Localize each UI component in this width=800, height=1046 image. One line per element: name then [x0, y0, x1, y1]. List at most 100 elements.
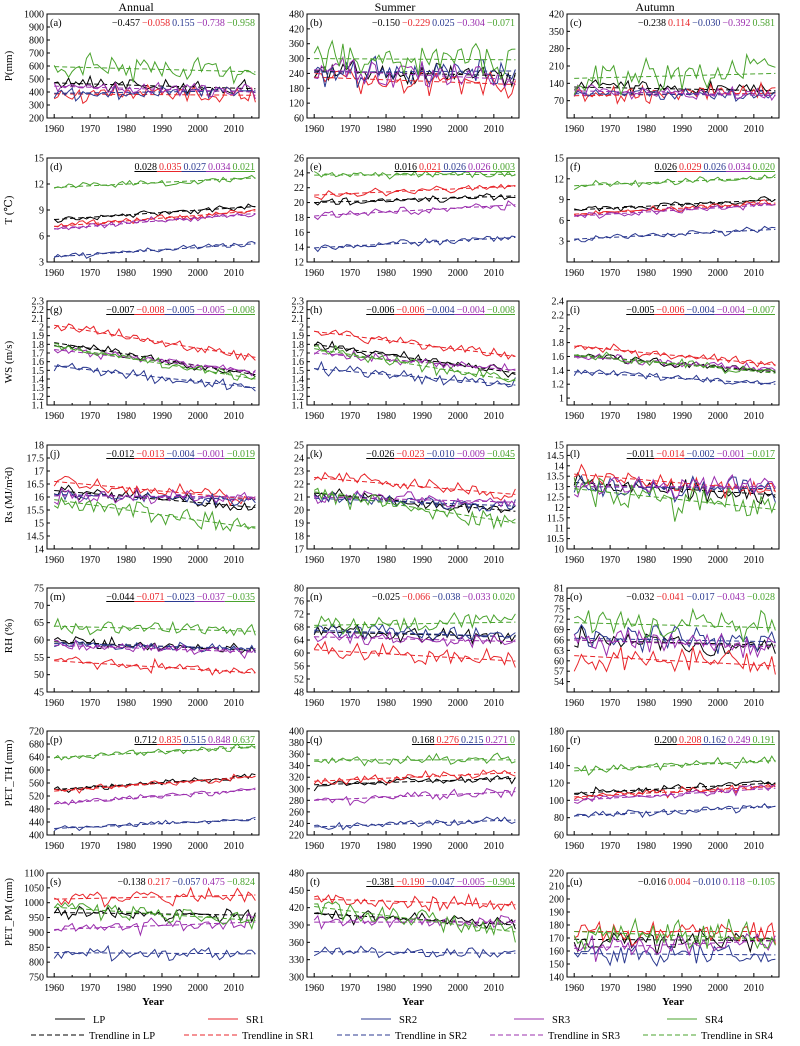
trend-slope-lp: 0.026 — [654, 162, 677, 173]
y-tick-label: 1.4 — [552, 366, 565, 377]
legend-entry-sr3-trend: Trendline in SR3 — [490, 1031, 620, 1042]
y-tick-label: 72 — [554, 615, 564, 626]
trend-slope-labels: −0.005 −0.006 −0.004 −0.004 −0.007 — [626, 305, 775, 316]
series-line-lp — [574, 196, 776, 212]
y-tick-label: 12 — [554, 503, 564, 514]
trend-slope-sr2: −0.002 — [685, 449, 715, 460]
trendline-lp — [574, 782, 776, 794]
y-tick-label: 52 — [294, 675, 304, 686]
y-tick-label: 800 — [29, 36, 44, 47]
x-tick-label: 2010 — [224, 268, 244, 279]
y-tick-label: 1.2 — [552, 380, 565, 391]
trend-slope-sr3: −0.009 — [455, 449, 485, 460]
x-tick-label: 1970 — [340, 983, 360, 994]
series-line-lp — [313, 775, 516, 792]
trendline-lp — [54, 342, 256, 376]
panel-h: 1.11.21.31.41.51.61.71.81.922.12.22.3 196… — [292, 297, 520, 422]
trendline-sr3 — [314, 204, 516, 217]
trend-slope-lp: −0.381 — [366, 877, 394, 888]
trendline-sr2 — [54, 818, 256, 829]
x-tick-label: 1990 — [412, 268, 432, 279]
trendline-sr1 — [54, 480, 256, 501]
series-line-sr2 — [573, 623, 776, 654]
y-tick-label: 1.8 — [552, 338, 565, 349]
trend-slope-sr4: −0.824 — [225, 877, 255, 888]
trend-slope-sr1: −0.229 — [400, 18, 430, 29]
y-tick-label: 170 — [549, 934, 564, 945]
y-tick-label: 10 — [554, 545, 564, 556]
y-tick-label: 15 — [554, 441, 564, 452]
trend-slope-sr2: −0.004 — [685, 305, 715, 316]
y-tick-label: 14.5 — [547, 451, 565, 462]
trend-slope-labels: −0.012 −0.013 −0.004 −0.001 −0.019 — [106, 449, 255, 460]
y-tick-label: 350 — [549, 27, 564, 38]
trendline-sr3 — [314, 791, 516, 801]
y-tick-label: 78 — [554, 594, 564, 605]
x-tick-label: 1980 — [116, 555, 136, 566]
x-tick-label: 1980 — [116, 268, 136, 279]
trend-slope-sr4: 0.021 — [230, 162, 255, 173]
trend-slope-sr1: 0.035 — [157, 162, 182, 173]
trend-slope-labels: −0.044 −0.071 −0.023 −0.037 −0.035 — [106, 592, 255, 603]
panel-n: 48 52 56 60 64 68 72 76 80 1960 1970 1980 1990 2000 20… — [294, 584, 520, 709]
y-tick-label: 280 — [549, 44, 564, 55]
series-line-sr3 — [574, 202, 776, 219]
trend-slope-sr2: 0.026 — [441, 162, 466, 173]
y-tick-label: 6 — [39, 232, 44, 243]
trend-slope-sr4: −0.035 — [225, 592, 255, 603]
y-tick-label: 600 — [29, 766, 44, 777]
trend-slope-lp: 0.712 — [134, 735, 157, 746]
legend-entry-sr2: SR2 — [361, 1015, 417, 1026]
trendline-sr3 — [574, 787, 776, 801]
y-tick-label: 1.5 — [292, 366, 305, 377]
y-tick-label: 81 — [554, 584, 564, 595]
y-tick-label: 2.2 — [552, 310, 565, 321]
plot-frame — [46, 157, 260, 263]
trend-slope-sr1: −0.041 — [654, 592, 684, 603]
x-tick-label: 2000 — [448, 983, 468, 994]
x-tick-label: 2000 — [448, 268, 468, 279]
trend-slope-sr3: −0.037 — [195, 592, 225, 603]
row-label-rs: Rs (MJ/m²d) — [3, 467, 15, 524]
trend-slope-lp: −0.011 — [627, 449, 655, 460]
y-tick-label: 60 — [554, 656, 564, 667]
y-tick-label: 420 — [549, 10, 564, 21]
y-tick-label: 15.5 — [27, 506, 45, 517]
series-line-sr4 — [53, 901, 256, 930]
series-line-sr3 — [53, 81, 256, 100]
panel-d: 3 6 9 12 15 1960 1970 1980 1990 2000 2010 (d) 0.028 … — [34, 154, 260, 279]
trend-slope-sr2: 0.155 — [170, 18, 195, 29]
y-tick-label: 320 — [289, 773, 304, 784]
trendline-sr1 — [314, 76, 516, 86]
trend-slope-sr1: 0.021 — [417, 162, 442, 173]
trend-slope-sr2: −0.010 — [691, 877, 721, 888]
y-tick-label: 1.6 — [292, 357, 305, 368]
series-line-sr4 — [53, 496, 256, 532]
series-line-sr4 — [53, 617, 256, 637]
x-tick-label: 2000 — [188, 268, 208, 279]
trendline-sr3 — [54, 789, 256, 805]
trend-slope-lp: −0.457 — [112, 18, 140, 29]
x-tick-label: 1960 — [304, 841, 324, 852]
trend-slope-sr1: −0.014 — [654, 449, 684, 460]
trendline-sr2 — [314, 629, 516, 638]
trendline-lp — [314, 777, 516, 786]
x-tick-label: 2000 — [448, 124, 468, 135]
trendline-sr3 — [574, 639, 776, 648]
y-tick-label: 18 — [294, 532, 304, 543]
y-tick-label: 140 — [549, 973, 564, 984]
x-tick-label: 1970 — [340, 841, 360, 852]
y-tick-label: 54 — [554, 677, 564, 688]
trendline-sr4 — [574, 72, 776, 79]
trend-slope-sr2: −0.010 — [425, 449, 455, 460]
legend-label: SR3 — [552, 1015, 570, 1026]
y-tick-label: 21 — [294, 493, 304, 504]
x-tick-label: 1960 — [564, 124, 584, 135]
trendline-sr2 — [54, 90, 256, 94]
panel-f: 3 6 9 12 15 1960 1970 1980 1990 2000 2010 (f) 0.026 … — [554, 154, 780, 279]
y-tick-label: 1.7 — [32, 349, 45, 360]
x-tick-label: 2000 — [448, 555, 468, 566]
trend-slope-sr2: −0.023 — [165, 592, 195, 603]
series-line-sr4 — [314, 612, 516, 637]
trendline-sr1 — [314, 185, 516, 196]
